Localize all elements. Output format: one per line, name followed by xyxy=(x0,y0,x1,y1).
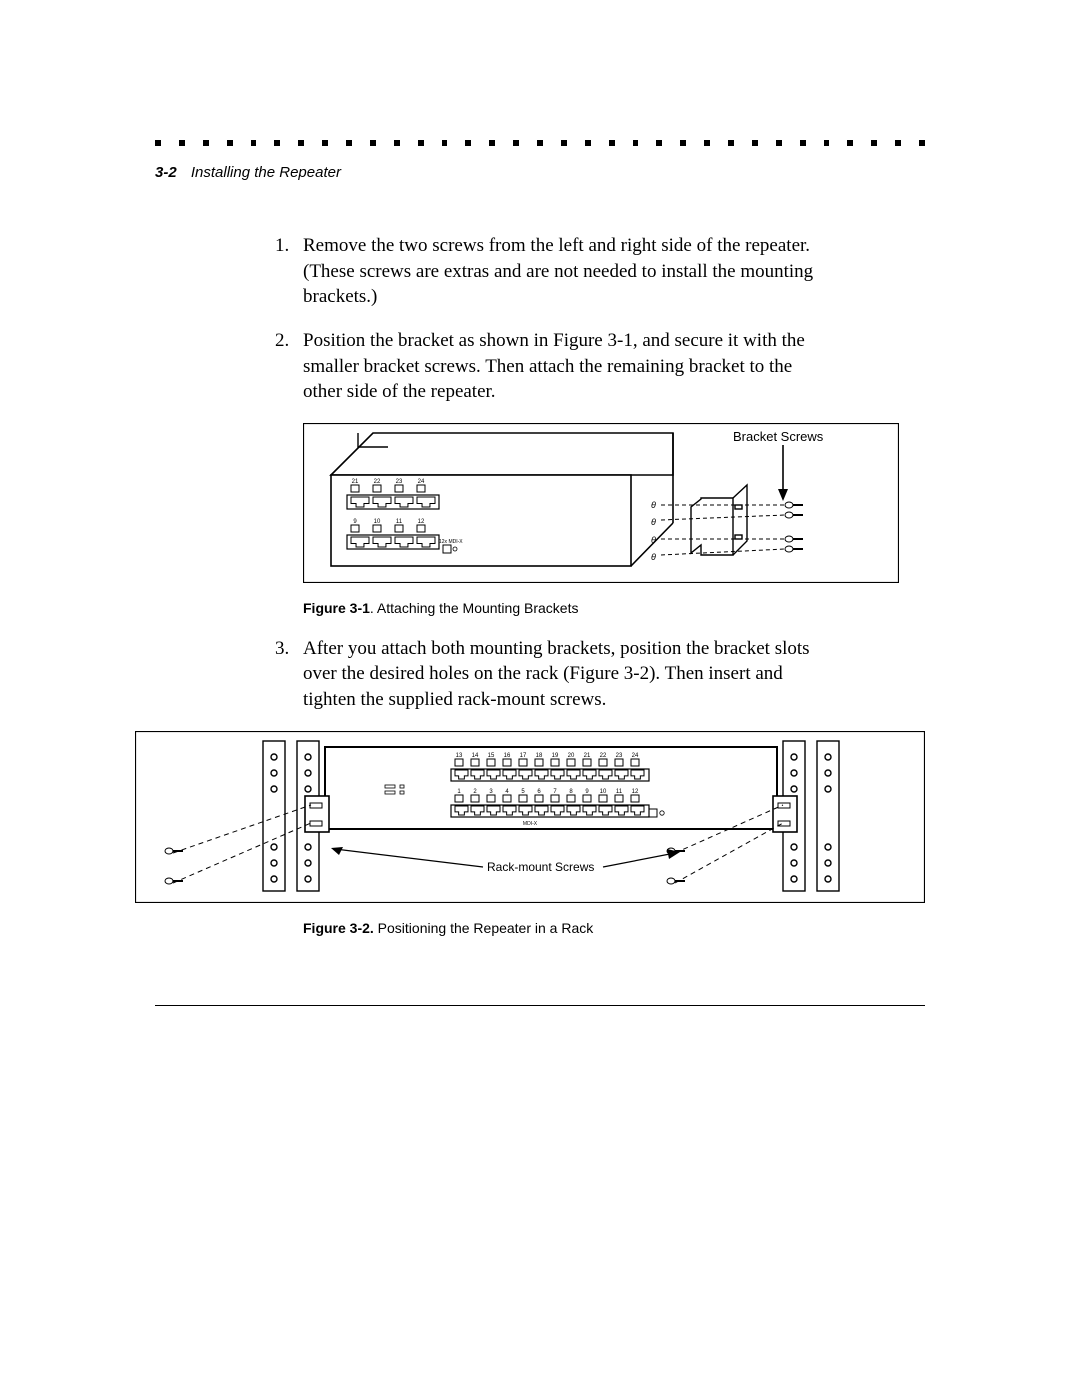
figure-2-caption-rest: Positioning the Repeater in a Rack xyxy=(374,920,593,936)
step-text: After you attach both mounting brackets,… xyxy=(303,636,835,713)
svg-text:14: 14 xyxy=(472,753,479,759)
svg-text:21: 21 xyxy=(352,479,359,485)
svg-text:θ: θ xyxy=(651,517,656,527)
figure-1-caption: Figure 3-1. Attaching the Mounting Brack… xyxy=(303,600,925,616)
step-number: 2. xyxy=(275,328,303,405)
bottom-rule xyxy=(155,1005,925,1006)
figure-2-svg: 131415161718192021222324 123456789101112… xyxy=(135,731,925,903)
step-1: 1. Remove the two screws from the left a… xyxy=(275,233,835,310)
svg-text:24: 24 xyxy=(418,479,425,485)
step-2: 2. Position the bracket as shown in Figu… xyxy=(275,328,835,405)
svg-text:23: 23 xyxy=(396,479,403,485)
svg-text:24: 24 xyxy=(632,753,639,759)
figure-1-caption-bold: Figure 3-1 xyxy=(303,600,370,616)
step-number: 3. xyxy=(275,636,303,713)
svg-text:10: 10 xyxy=(374,519,381,525)
svg-text:22: 22 xyxy=(374,479,381,485)
running-header: 3-2 Installing the Repeater xyxy=(155,164,925,181)
svg-text:10: 10 xyxy=(600,789,607,795)
svg-text:18: 18 xyxy=(536,753,543,759)
svg-text:12: 12 xyxy=(418,519,425,525)
step-text: Remove the two screws from the left and … xyxy=(303,233,835,310)
svg-text:12: 12 xyxy=(632,789,639,795)
figure-2-caption-bold: Figure 3-2. xyxy=(303,920,374,936)
step-3: 3. After you attach both mounting bracke… xyxy=(275,636,835,713)
rack-mount-screws-label: Rack-mount Screws xyxy=(487,860,594,874)
figure-2-caption: Figure 3-2. Positioning the Repeater in … xyxy=(303,920,925,936)
page-number: 3-2 xyxy=(155,164,177,181)
bracket-screws-label: Bracket Screws xyxy=(733,429,824,444)
steps-block-b: 3. After you attach both mounting bracke… xyxy=(275,636,835,713)
svg-text:21: 21 xyxy=(584,753,591,759)
svg-text:22: 22 xyxy=(600,753,607,759)
mdi-label: 12x MDI-X xyxy=(439,539,463,545)
figure-2: 131415161718192021222324 123456789101112… xyxy=(135,731,925,936)
svg-text:16: 16 xyxy=(504,753,511,759)
section-title: Installing the Repeater xyxy=(191,164,341,181)
svg-text:θ: θ xyxy=(651,535,656,545)
svg-text:θ: θ xyxy=(651,500,656,510)
figure-1: 21222324 9101112 12x MDI-X θ θ θ θ xyxy=(303,423,925,616)
step-number: 1. xyxy=(275,233,303,310)
svg-text:15: 15 xyxy=(488,753,495,759)
svg-text:17: 17 xyxy=(520,753,527,759)
step-text: Position the bracket as shown in Figure … xyxy=(303,328,835,405)
figure-1-caption-rest: . Attaching the Mounting Brackets xyxy=(370,600,579,616)
svg-text:20: 20 xyxy=(568,753,575,759)
dotted-rule xyxy=(155,140,925,146)
figure-1-svg: 21222324 9101112 12x MDI-X θ θ θ θ xyxy=(303,423,899,583)
page-content: 3-2 Installing the Repeater 1. Remove th… xyxy=(155,140,925,936)
svg-text:θ: θ xyxy=(651,552,656,562)
steps-block-a: 1. Remove the two screws from the left a… xyxy=(275,233,835,405)
svg-text:13: 13 xyxy=(456,753,463,759)
svg-text:23: 23 xyxy=(616,753,623,759)
mdi-label: MDI-X xyxy=(523,821,538,827)
svg-text:11: 11 xyxy=(616,789,623,795)
svg-text:11: 11 xyxy=(396,519,403,525)
svg-text:19: 19 xyxy=(552,753,559,759)
